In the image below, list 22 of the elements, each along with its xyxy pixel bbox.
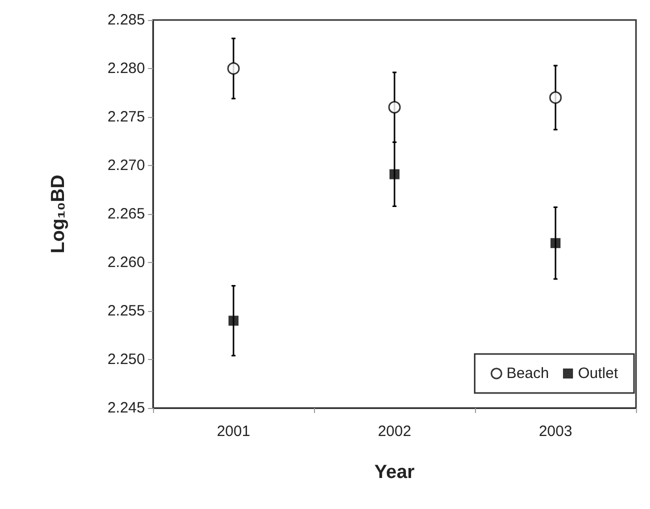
point [227, 62, 240, 75]
point [390, 169, 400, 180]
legend-label: Outlet [578, 365, 619, 382]
x-axis-title: Year [374, 462, 416, 483]
y-tick-label: 2.255 [107, 302, 145, 320]
y-tick-label: 2.275 [107, 108, 145, 126]
y-tick-label: 2.265 [107, 206, 145, 222]
y-tick-label: 2.260 [107, 254, 145, 271]
y-tick-label: 2.250 [107, 351, 145, 368]
x-tick-label: 2002 [378, 423, 412, 440]
x-tick-label: 2003 [538, 423, 572, 440]
x-tick-label: 2001 [216, 423, 250, 440]
legend-label: Beach [506, 365, 549, 382]
y-tick-label: 2.280 [107, 60, 145, 77]
y-axis-title: Log₁₀BD [48, 174, 69, 254]
y-tick-label: 2.270 [107, 157, 145, 174]
y-tick-label: 2.245 [107, 400, 145, 416]
y-tick-label: 2.285 [107, 12, 145, 28]
point [388, 101, 401, 114]
point [549, 91, 562, 104]
point [228, 316, 238, 326]
point [550, 238, 560, 248]
